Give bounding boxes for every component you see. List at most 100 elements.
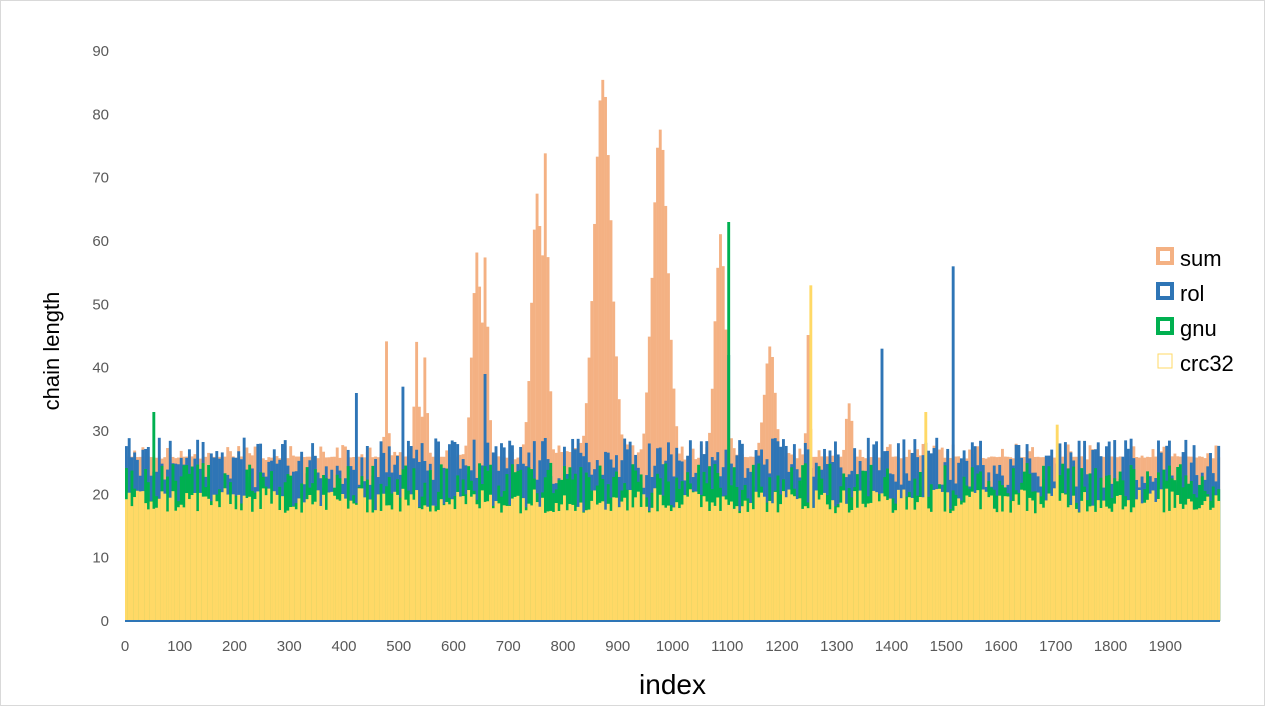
bar-crc32 bbox=[820, 494, 824, 621]
bar-crc32 bbox=[1072, 495, 1076, 621]
bar-crc32 bbox=[787, 489, 791, 621]
bar-crc32 bbox=[256, 491, 260, 621]
bar-crc32 bbox=[385, 505, 388, 621]
bar-crc32 bbox=[576, 506, 580, 621]
bar-crc32 bbox=[968, 496, 972, 621]
x-tick-label: 1100 bbox=[711, 638, 743, 655]
bar-crc32 bbox=[935, 489, 939, 621]
bar-crc32 bbox=[965, 495, 969, 621]
bar-crc32 bbox=[149, 501, 153, 621]
bar-crc32 bbox=[894, 510, 898, 621]
bar-crc32 bbox=[817, 499, 821, 621]
bar-crc32 bbox=[363, 497, 367, 621]
bar-crc32 bbox=[401, 488, 405, 621]
bar-crc32 bbox=[782, 491, 785, 621]
bar-crc32 bbox=[738, 513, 742, 621]
bar-crc32 bbox=[1129, 512, 1133, 621]
bar-crc32 bbox=[1170, 491, 1174, 621]
bar-crc32 bbox=[806, 508, 810, 621]
bar-crc32 bbox=[798, 498, 802, 621]
y-tick-label: 30 bbox=[92, 423, 109, 440]
bar-crc32 bbox=[1080, 500, 1084, 621]
bar-crc32 bbox=[344, 498, 347, 621]
bar-crc32 bbox=[998, 495, 1002, 621]
bar-crc32 bbox=[445, 501, 449, 621]
bar-crc32 bbox=[831, 500, 835, 621]
bar-crc32 bbox=[708, 510, 711, 621]
bar-crc32 bbox=[749, 502, 753, 621]
y-tick-label: 80 bbox=[92, 106, 109, 123]
bar-crc32 bbox=[483, 501, 487, 621]
bar-crc32 bbox=[1121, 509, 1125, 621]
bar-crc32 bbox=[1159, 489, 1163, 621]
bar-sum bbox=[716, 267, 720, 621]
bar-crc32 bbox=[650, 507, 654, 621]
bar-sum bbox=[721, 266, 725, 621]
bar-crc32 bbox=[1157, 498, 1160, 621]
bar-crc32 bbox=[1165, 488, 1169, 621]
bar-crc32 bbox=[776, 512, 780, 621]
bar-crc32 bbox=[598, 502, 602, 621]
bar-crc32 bbox=[803, 506, 807, 621]
bar-crc32 bbox=[1074, 508, 1078, 621]
bar-crc32 bbox=[313, 501, 317, 621]
bar-crc32 bbox=[1209, 509, 1212, 621]
bar-crc32 bbox=[382, 493, 386, 621]
bar-crc32 bbox=[1113, 503, 1117, 621]
bar-crc32 bbox=[305, 499, 309, 621]
bar-crc32 bbox=[234, 509, 238, 621]
bar-crc32 bbox=[300, 512, 304, 621]
bar-crc32 bbox=[880, 493, 884, 621]
bar-crc32 bbox=[261, 488, 265, 621]
bar-crc32 bbox=[259, 508, 263, 621]
bar-crc32 bbox=[647, 512, 651, 621]
bar-crc32 bbox=[532, 489, 536, 621]
bar-crc32 bbox=[354, 504, 358, 621]
bar-crc32 bbox=[1077, 512, 1081, 621]
bar-crc32 bbox=[218, 507, 221, 621]
x-tick-label: 1400 bbox=[875, 638, 908, 655]
bar-crc32 bbox=[981, 489, 985, 621]
bar-crc32 bbox=[1195, 509, 1199, 621]
bar-crc32 bbox=[393, 491, 397, 621]
bar-crc32 bbox=[951, 510, 955, 621]
bar-crc32 bbox=[500, 512, 503, 621]
bar-crc32 bbox=[360, 488, 364, 621]
bar-crc32 bbox=[1033, 513, 1037, 621]
bar-crc32 bbox=[171, 491, 175, 621]
bar-crc32 bbox=[201, 496, 205, 621]
bar-crc32 bbox=[924, 412, 928, 621]
bar-crc32 bbox=[281, 496, 284, 621]
bar-crc32 bbox=[516, 495, 520, 621]
bar-sum bbox=[541, 255, 544, 621]
bar-crc32 bbox=[872, 490, 876, 621]
bar-sum bbox=[609, 220, 613, 622]
y-tick-label: 50 bbox=[92, 296, 109, 313]
bar-crc32 bbox=[146, 509, 150, 621]
bar-crc32 bbox=[127, 492, 131, 621]
bar-crc32 bbox=[308, 494, 312, 621]
bar-crc32 bbox=[710, 502, 714, 621]
bar-crc32 bbox=[595, 504, 599, 621]
bar-crc32 bbox=[1178, 503, 1182, 621]
bar-crc32 bbox=[513, 496, 517, 621]
bar-crc32 bbox=[653, 488, 657, 621]
bar-crc32 bbox=[1094, 511, 1097, 621]
bar-crc32 bbox=[135, 490, 139, 621]
bar-crc32 bbox=[174, 510, 178, 621]
bar-crc32 bbox=[130, 506, 134, 621]
bar-crc32 bbox=[179, 504, 183, 621]
bar-crc32 bbox=[620, 501, 624, 621]
bar-crc32 bbox=[376, 494, 380, 621]
bar-crc32 bbox=[601, 501, 605, 621]
bar-crc32 bbox=[160, 491, 164, 621]
bar-crc32 bbox=[368, 499, 372, 621]
bar-sum bbox=[656, 147, 659, 621]
bar-crc32 bbox=[932, 489, 936, 621]
bar-crc32 bbox=[138, 491, 142, 621]
bar-crc32 bbox=[327, 492, 331, 621]
bar-crc32 bbox=[812, 507, 815, 621]
bar-crc32 bbox=[1143, 502, 1147, 621]
bar-crc32 bbox=[751, 509, 755, 621]
bar-crc32 bbox=[275, 494, 279, 621]
